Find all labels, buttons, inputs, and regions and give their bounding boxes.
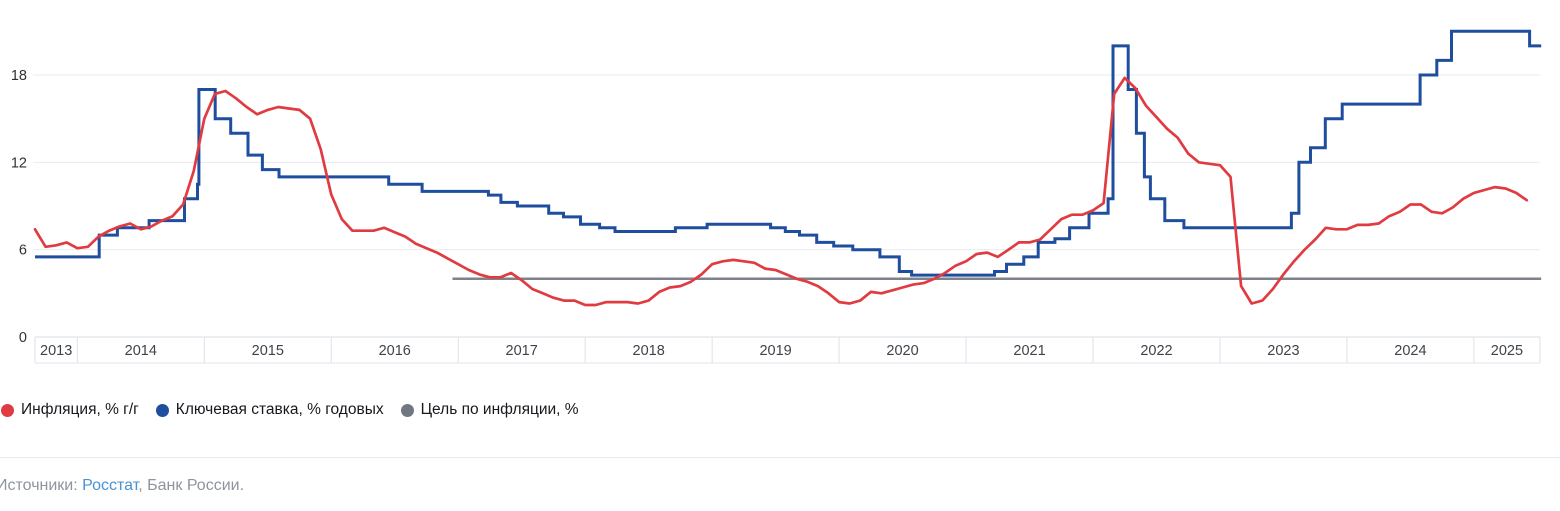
legend-dot-keyrate-icon (155, 403, 169, 417)
chart-legend: Инфляция, % г/г Ключевая ставка, % годов… (1, 401, 579, 419)
svg-text:2015: 2015 (252, 343, 284, 359)
svg-text:2023: 2023 (1267, 343, 1299, 359)
svg-text:2024: 2024 (1394, 343, 1426, 359)
svg-text:2014: 2014 (125, 343, 157, 359)
svg-text:18: 18 (11, 68, 27, 84)
legend-dot-inflation-icon (1, 403, 14, 417)
legend-label-keyrate: Ключевая ставка, % годовых (175, 401, 384, 418)
svg-text:2016: 2016 (379, 343, 411, 359)
source-link-rosstat[interactable]: Росстат (82, 477, 139, 494)
source-prefix: Источники: (0, 477, 83, 494)
legend-item-inflation: Инфляция, % г/г (1, 401, 139, 419)
divider (0, 457, 1560, 458)
legend-label-target: Цель по инфляции, % (420, 401, 579, 418)
legend-dot-target-icon (400, 403, 414, 417)
svg-text:6: 6 (19, 243, 27, 259)
legend-label-inflation: Инфляция, % г/г (21, 401, 139, 418)
svg-text:2017: 2017 (506, 343, 538, 359)
svg-text:2022: 2022 (1140, 343, 1172, 359)
legend-item-keyrate: Ключевая ставка, % годовых (155, 401, 384, 419)
svg-text:2019: 2019 (759, 343, 791, 359)
source-note: Источники: Росстат, Банк России. (0, 477, 244, 495)
svg-text:2013: 2013 (40, 343, 72, 359)
svg-text:2025: 2025 (1491, 343, 1523, 359)
svg-text:0: 0 (19, 330, 27, 346)
svg-text:2018: 2018 (633, 343, 665, 359)
svg-text:2020: 2020 (886, 343, 918, 359)
legend-item-target: Цель по инфляции, % (400, 401, 579, 419)
inflation-keyrate-chart: 0 6 12 18 2013 2014 2015 2016 2017 2018 2019 2020 20… (11, 29, 1542, 364)
svg-text:2021: 2021 (1013, 343, 1045, 359)
svg-text:12: 12 (11, 155, 27, 171)
source-suffix: , Банк России. (138, 477, 245, 494)
